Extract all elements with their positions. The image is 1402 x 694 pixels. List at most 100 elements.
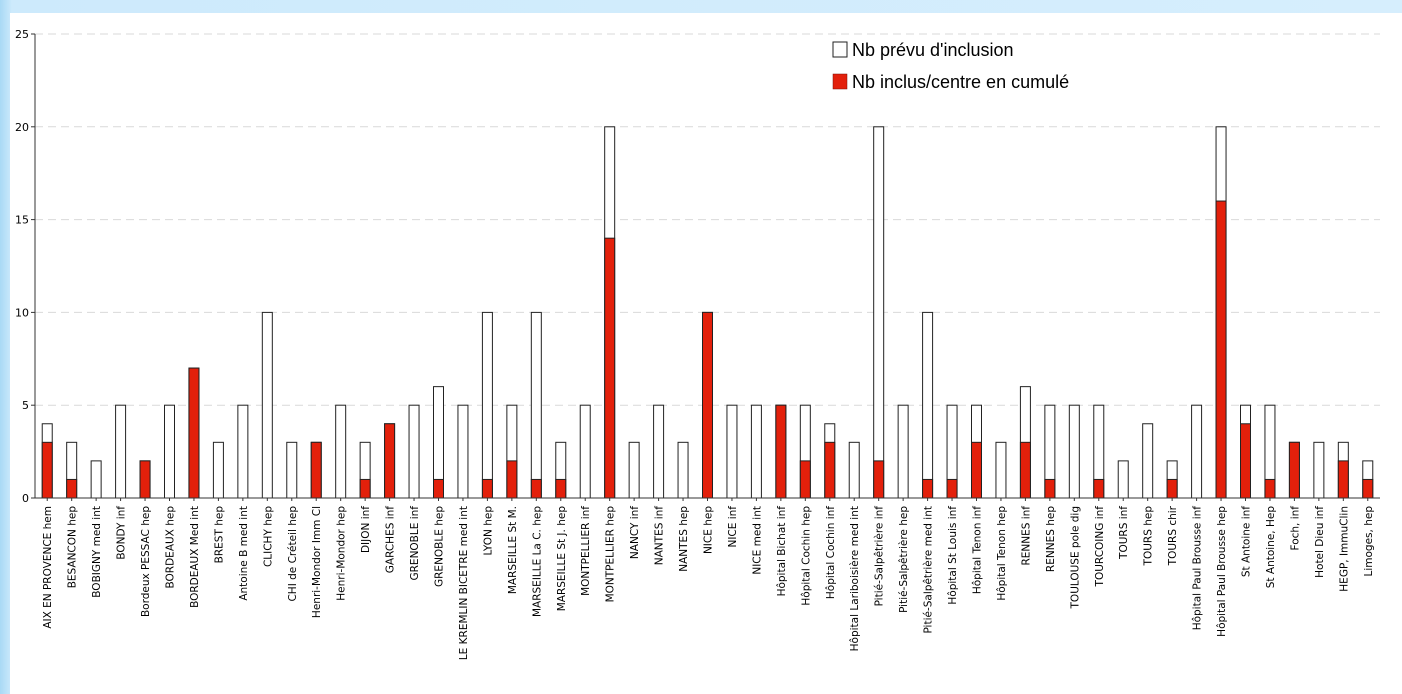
bar-planned: [336, 405, 346, 498]
x-category-label: St Antoine, Hep: [1265, 506, 1277, 589]
bar-included: [1265, 479, 1275, 498]
x-category-label: TOULOUSE pole dig: [1069, 506, 1081, 609]
bar-included: [800, 461, 810, 498]
x-category-label: RENNES hep: [1045, 506, 1057, 572]
x-category-label: Antoine B med int: [238, 506, 250, 601]
y-tick-label: 0: [22, 492, 29, 505]
x-category-label: Bordeux PESSAC hep: [140, 506, 152, 617]
x-category-label: NICE med int: [751, 506, 763, 575]
bar-included: [825, 442, 835, 498]
x-category-label: LE KREMLIN BICETRE med int: [458, 506, 470, 660]
bar-planned: [458, 405, 468, 498]
bar-included: [531, 479, 541, 498]
x-category-label: MARSEILLE La C. hep: [531, 506, 543, 617]
x-category-label: GARCHES inf: [385, 506, 397, 574]
x-category-label: Hôpital St Louis inf: [947, 506, 959, 605]
bar-planned: [1143, 424, 1153, 498]
x-category-label: Foch, inf: [1289, 506, 1301, 551]
y-tick-label: 10: [15, 306, 29, 319]
legend-label-planned: Nb prévu d'inclusion: [852, 40, 1014, 60]
bar-planned: [1314, 442, 1324, 498]
bar-planned: [165, 405, 175, 498]
bar-included: [1241, 424, 1251, 498]
bar-included: [874, 461, 884, 498]
bar-planned: [116, 405, 126, 498]
x-category-label: Pitié-Salpêtrière hep: [898, 506, 910, 613]
y-axis-ticks: 0 5 10 15 20 25: [15, 28, 29, 505]
x-category-label: Hôpital Bichat inf: [776, 506, 788, 597]
y-tick-label: 20: [15, 121, 29, 134]
y-tick-label: 25: [15, 28, 29, 41]
bar-planned: [874, 127, 884, 498]
bar-included: [1045, 479, 1055, 498]
x-category-label: LYON hep: [482, 506, 494, 556]
legend-swatch-planned: [833, 42, 847, 57]
bar-included: [360, 479, 370, 498]
legend-swatch-included: [833, 74, 847, 89]
x-category-label: AIX EN PROVENCE hem: [42, 506, 54, 629]
x-axis-labels: AIX EN PROVENCE hem BESANCON hep BOBIGNY m…: [42, 505, 1375, 660]
bar-included: [1167, 479, 1177, 498]
bar-included: [703, 312, 713, 498]
bar-included: [189, 368, 199, 498]
bar-planned: [262, 312, 272, 498]
bar-planned: [287, 442, 297, 498]
bar-planned: [727, 405, 737, 498]
bar-planned: [849, 442, 859, 498]
x-category-label: NANCY inf: [629, 506, 641, 559]
bar-included: [1338, 461, 1348, 498]
bar-included: [556, 479, 566, 498]
bar-included: [385, 424, 395, 498]
x-category-label: NANTES hep: [678, 506, 690, 572]
x-category-label: TOURS inf: [1118, 506, 1130, 560]
x-category-label: BREST hep: [213, 506, 225, 564]
bar-included: [1289, 442, 1299, 498]
x-category-label: Hotel Dieu inf: [1314, 506, 1326, 578]
bar-planned: [213, 442, 223, 498]
bar-planned: [91, 461, 101, 498]
bar-planned: [580, 405, 590, 498]
x-category-label: RENNES inf: [1020, 506, 1032, 566]
bar-planned: [654, 405, 664, 498]
bar-planned: [409, 405, 419, 498]
x-category-label: Hôpital Lariboisière med int: [849, 506, 861, 651]
chart-area: 0 5 10 15 20 25 AIX EN PROVENCE hem BESANCON h…: [10, 13, 1402, 694]
x-category-label: MONTPELLIER hep: [605, 506, 617, 603]
bar-included: [923, 479, 933, 498]
bar-planned: [898, 405, 908, 498]
x-category-label: Hôpital Cochin hep: [800, 506, 812, 606]
x-category-label: Limoges, hep: [1363, 506, 1375, 577]
bar-included: [972, 442, 982, 498]
bar-included: [434, 479, 444, 498]
bar-planned: [923, 312, 933, 498]
x-category-label: Hôpital Paul Brousse hep: [1216, 506, 1228, 637]
x-category-label: GRENOBLE hep: [434, 506, 446, 587]
x-category-label: MONTPELLIER inf: [580, 506, 592, 596]
x-category-label: MARSEILLE St M.: [507, 506, 519, 594]
bar-planned: [629, 442, 639, 498]
x-category-label: Henri-Mondor Imm Cl: [311, 506, 323, 618]
x-category-label: BONDY inf: [116, 506, 128, 560]
y-tick-label: 5: [22, 399, 29, 412]
bar-included: [776, 405, 786, 498]
bar-planned: [1192, 405, 1202, 498]
x-category-label: Pitié-Salpêtrière inf: [874, 506, 886, 607]
x-category-label: Henri-Mondor hep: [336, 506, 348, 601]
x-category-label: Pitié-Salpêtrière med int: [923, 506, 935, 634]
bar-planned: [482, 312, 492, 498]
bar-included: [507, 461, 517, 498]
x-category-label: TOURS chir: [1167, 505, 1179, 566]
x-category-label: GRENOBLE inf: [409, 506, 421, 581]
x-category-label: Hôpital Cochin inf: [825, 506, 837, 599]
bar-included: [947, 479, 957, 498]
y-tick-label: 15: [15, 214, 29, 227]
bar-included: [1020, 442, 1030, 498]
x-category-label: CHI de Créteil hep: [287, 506, 299, 602]
x-category-label: St Antoine inf: [1241, 506, 1253, 577]
bar-included: [605, 238, 615, 498]
x-category-label: Hôpital Paul Brousse inf: [1192, 506, 1204, 631]
bar-included: [1363, 479, 1373, 498]
bar-planned: [751, 405, 761, 498]
bar-included: [1216, 201, 1226, 498]
x-category-label: BORDEAUX Med int: [189, 506, 201, 608]
